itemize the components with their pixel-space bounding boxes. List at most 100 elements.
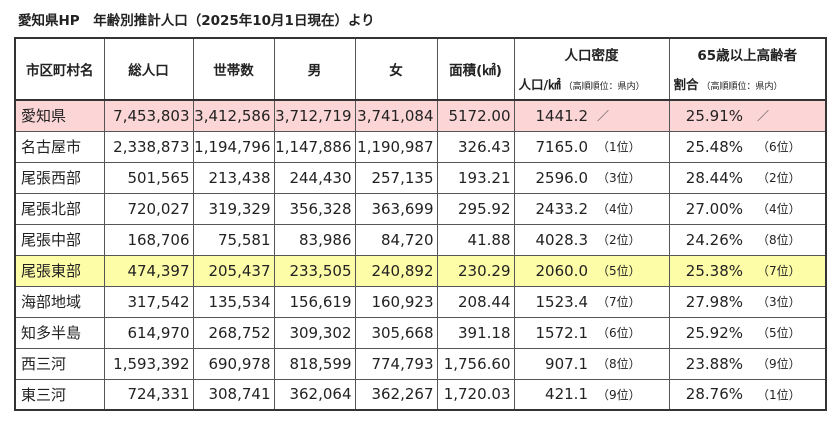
population-table: 市区町村名 総人口 世帯数 男 女 面積(㎢) 人口密度 65歳以上高齢者 人口… <box>14 37 827 411</box>
table-row: 知多半島 614,970 268,752 309,302 305,668 391.18 15… <box>14 316 827 349</box>
cell-female: 240,892 <box>354 254 438 287</box>
cell-name: 尾張北部 <box>14 192 105 225</box>
cell-density-rank: （2位） <box>591 223 670 256</box>
header-female: 女 <box>354 37 438 101</box>
header-area-size: 面積(㎢) <box>436 37 515 101</box>
cell-area: 391.18 <box>436 316 515 349</box>
table-row: 東三河 724,331 308,741 362,064 362,267 1,720.03 4… <box>14 378 827 411</box>
cell-density-rank: （5位） <box>591 254 670 287</box>
cell-density: 2060.0 <box>513 254 591 287</box>
cell-households: 205,437 <box>192 254 275 287</box>
cell-female: 257,135 <box>354 161 438 194</box>
cell-density-rank: （7位） <box>591 285 670 318</box>
cell-elderly-ratio: 24.26% <box>668 223 751 256</box>
cell-female: 160,923 <box>354 285 438 318</box>
cell-elderly-ratio: 28.44% <box>668 161 751 194</box>
cell-households: 75,581 <box>192 223 275 256</box>
cell-density: 2596.0 <box>513 161 591 194</box>
cell-female: 84,720 <box>354 223 438 256</box>
cell-density: 1441.2 <box>513 99 591 132</box>
cell-female: 362,267 <box>354 378 438 411</box>
header-elderly-label: 割合 <box>673 77 699 92</box>
cell-population: 317,542 <box>103 285 194 318</box>
cell-name: 尾張中部 <box>14 223 105 256</box>
cell-area: 193.21 <box>436 161 515 194</box>
cell-male: 83,986 <box>273 223 356 256</box>
cell-elderly-rank: （4位） <box>751 192 827 225</box>
header-density-label: 人口/㎢ <box>518 77 561 92</box>
cell-households: 308,741 <box>192 378 275 411</box>
cell-male: 362,064 <box>273 378 356 411</box>
header-density-group: 人口密度 <box>513 37 670 68</box>
cell-density: 1523.4 <box>513 285 591 318</box>
cell-elderly-ratio: 25.92% <box>668 316 751 349</box>
cell-area: 41.88 <box>436 223 515 256</box>
cell-area: 1,720.03 <box>436 378 515 411</box>
cell-density: 421.1 <box>513 378 591 411</box>
cell-density-rank: （1位） <box>591 130 670 163</box>
cell-population: 501,565 <box>103 161 194 194</box>
cell-households: 319,329 <box>192 192 275 225</box>
table-row: 尾張北部 720,027 319,329 356,328 363,699 295.92 24… <box>14 192 827 225</box>
table-row: 名古屋市 2,338,873 1,194,796 1,147,886 1,190,987… <box>14 130 827 163</box>
cell-male: 3,712,719 <box>273 99 356 132</box>
cell-female: 305,668 <box>354 316 438 349</box>
cell-name: 尾張東部 <box>14 254 105 287</box>
cell-elderly-ratio: 25.48% <box>668 130 751 163</box>
cell-density: 7165.0 <box>513 130 591 163</box>
cell-density-rank: （6位） <box>591 316 670 349</box>
cell-density-rank: （8位） <box>591 347 670 380</box>
cell-male: 233,505 <box>273 254 356 287</box>
cell-elderly-ratio: 23.88% <box>668 347 751 380</box>
cell-population: 7,453,803 <box>103 99 194 132</box>
cell-area: 208.44 <box>436 285 515 318</box>
cell-elderly-ratio: 27.00% <box>668 192 751 225</box>
cell-density: 907.1 <box>513 347 591 380</box>
header-households: 世帯数 <box>192 37 275 101</box>
cell-elderly-rank: （8位） <box>751 223 827 256</box>
cell-male: 818,599 <box>273 347 356 380</box>
cell-area: 295.92 <box>436 192 515 225</box>
cell-density: 4028.3 <box>513 223 591 256</box>
cell-population: 474,397 <box>103 254 194 287</box>
cell-population: 1,593,392 <box>103 347 194 380</box>
cell-density-rank: （3位） <box>591 161 670 194</box>
cell-female: 363,699 <box>354 192 438 225</box>
header-population: 総人口 <box>103 37 194 101</box>
table-row: 尾張中部 168,706 75,581 83,986 84,720 41.88 4028.3… <box>14 223 827 256</box>
cell-elderly-rank: （2位） <box>751 161 827 194</box>
cell-elderly-rank: （9位） <box>751 347 827 380</box>
cell-density-rank: （4位） <box>591 192 670 225</box>
cell-elderly-ratio: 25.91% <box>668 99 751 132</box>
cell-population: 720,027 <box>103 192 194 225</box>
table-row: 西三河 1,593,392 690,978 818,599 774,793 1,756.6… <box>14 347 827 380</box>
cell-households: 213,438 <box>192 161 275 194</box>
cell-households: 3,412,586 <box>192 99 275 132</box>
cell-density: 1572.1 <box>513 316 591 349</box>
cell-elderly-ratio: 25.38% <box>668 254 751 287</box>
cell-elderly-rank: （7位） <box>751 254 827 287</box>
cell-elderly-rank: （1位） <box>751 378 827 411</box>
cell-area: 1,756.60 <box>436 347 515 380</box>
cell-area: 230.29 <box>436 254 515 287</box>
cell-elderly-rank: ／ <box>751 99 827 132</box>
cell-population: 2,338,873 <box>103 130 194 163</box>
cell-population: 614,970 <box>103 316 194 349</box>
header-area-name: 市区町村名 <box>14 37 105 101</box>
cell-area: 326.43 <box>436 130 515 163</box>
table-row: 尾張東部 474,397 205,437 233,505 240,892 230.29 20… <box>14 254 827 287</box>
cell-name: 東三河 <box>14 378 105 411</box>
cell-name: 海部地域 <box>14 285 105 318</box>
cell-elderly-rank: （3位） <box>751 285 827 318</box>
cell-elderly-ratio: 28.76% <box>668 378 751 411</box>
cell-male: 244,430 <box>273 161 356 194</box>
cell-elderly-ratio: 27.98% <box>668 285 751 318</box>
page-title: 愛知県HP 年齢別推計人口（2025年10月1日現在）より <box>18 13 375 29</box>
table-row: 尾張西部 501,565 213,438 244,430 257,135 193.21 25… <box>14 161 827 194</box>
cell-population: 724,331 <box>103 378 194 411</box>
header-density-sub: 人口/㎢ （高順順位：県内） <box>513 68 670 101</box>
cell-name: 西三河 <box>14 347 105 380</box>
header-male: 男 <box>273 37 356 101</box>
cell-area: 5172.00 <box>436 99 515 132</box>
cell-female: 3,741,084 <box>354 99 438 132</box>
